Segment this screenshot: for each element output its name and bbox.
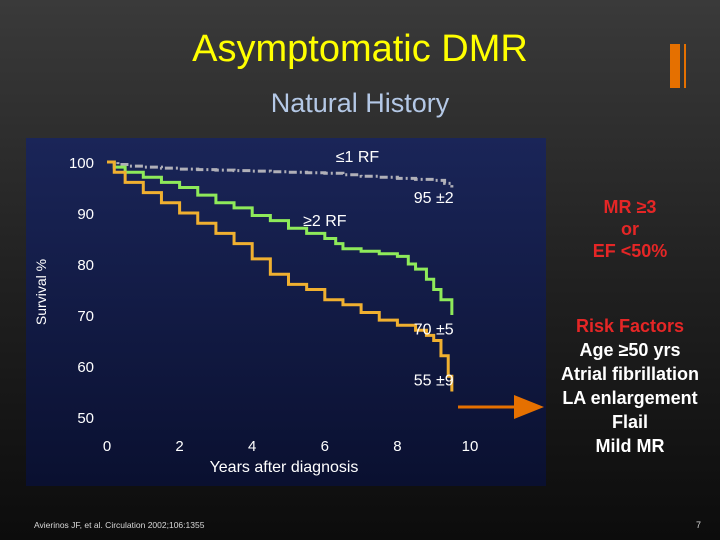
x-tick-label: 4 (248, 438, 256, 455)
mr-line-3: EF <50% (592, 241, 668, 261)
y-tick-label: 100 (69, 155, 94, 172)
decorative-bar-thin (684, 44, 686, 88)
decorative-bar (670, 44, 680, 88)
x-tick-label: 0 (103, 438, 111, 455)
y-tick-label: 70 (77, 308, 94, 325)
x-tick-label: 8 (393, 438, 401, 455)
slide-subtitle: Natural History (270, 88, 450, 118)
risk-factor-item: Atrial fibrillation (560, 364, 699, 384)
mr-line-2: or (621, 219, 639, 239)
mr-line-1: MR ≥3 (603, 197, 657, 217)
risk-factor-item: Age ≥50 yrs (579, 340, 681, 360)
y-tick-label: 80 (77, 257, 94, 274)
chart-annotation: ≥2 RF (303, 213, 347, 230)
chart-annotation: 55 ±9 (414, 372, 454, 389)
y-tick-label: 50 (77, 410, 94, 427)
series-le1rf-line (107, 160, 454, 188)
series-mr-line (107, 160, 454, 392)
risk-factor-item: Flail (611, 412, 648, 432)
y-axis-label: Survival % (33, 259, 49, 325)
x-tick-label: 10 (462, 438, 479, 455)
x-tick-label: 2 (175, 438, 183, 455)
page-number: 7 (696, 520, 702, 530)
risk-factors-box: Risk Factors Age ≥50 yrs Atrial fibrilla… (545, 314, 715, 458)
x-tick-label: 6 (321, 438, 329, 455)
y-tick-label: 60 (77, 359, 94, 376)
risk-factor-item: LA enlargement (562, 388, 698, 408)
x-axis-label: Years after diagnosis (210, 459, 359, 476)
chart-annotation: 70 ±5 (414, 321, 454, 338)
slide-title: Asymptomatic DMR (192, 28, 528, 70)
chart-annotation: 95 ±2 (414, 190, 454, 207)
citation: Avierinos JF, et al. Circulation 2002;10… (34, 520, 205, 530)
risk-factor-item: Mild MR (595, 436, 665, 456)
plot-background (26, 138, 546, 486)
series-ge2rf-line (107, 160, 454, 315)
y-tick-label: 90 (77, 206, 94, 223)
mr-criteria-box: MR ≥3 or EF <50% (555, 196, 705, 262)
risk-factors-title: Risk Factors (575, 316, 685, 336)
chart-annotation: ≤1 RF (336, 149, 380, 166)
